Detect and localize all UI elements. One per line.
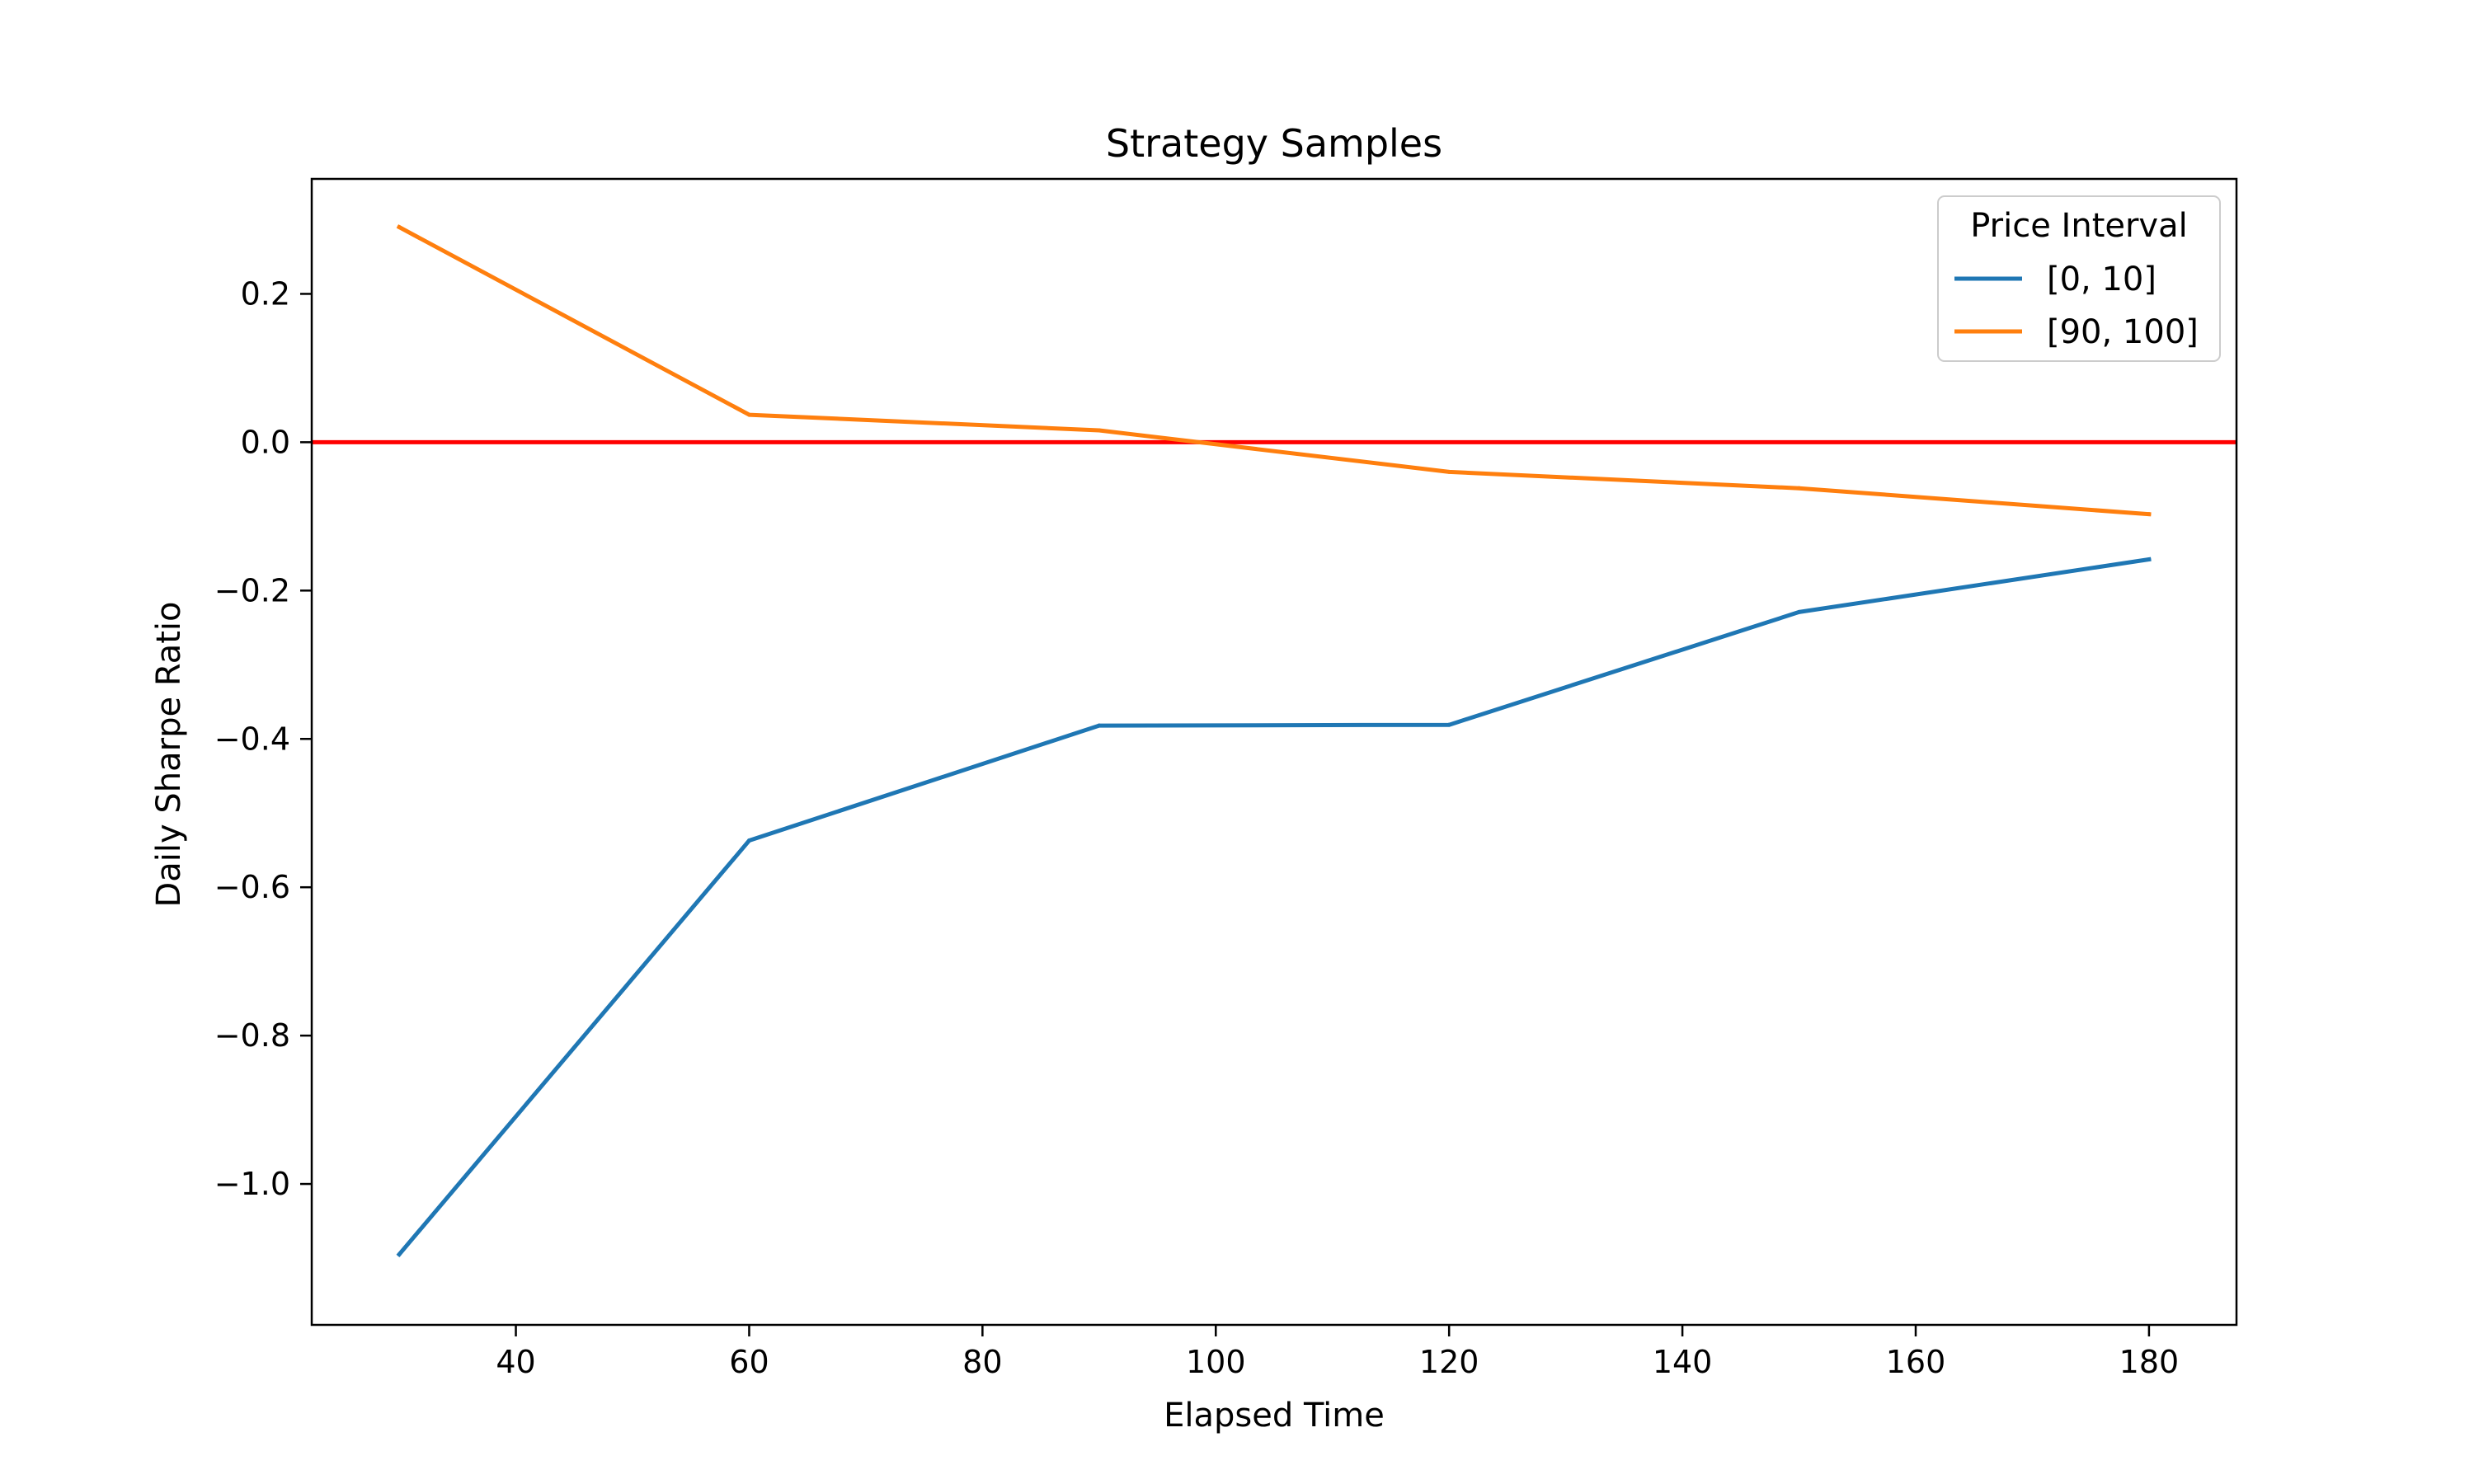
y-tick-label: 0.0 — [241, 424, 290, 460]
legend-label-2: [90, 100] — [2047, 313, 2199, 351]
series-line-2 — [396, 224, 2152, 517]
series-1-point-4 — [1446, 722, 1451, 727]
x-axis-label: Elapsed Time — [1164, 1397, 1385, 1435]
series-2-point-2 — [746, 412, 751, 417]
x-tick-label: 80 — [962, 1344, 1002, 1380]
y-tick-label: 0.2 — [241, 275, 290, 312]
x-tick-label: 120 — [1419, 1344, 1479, 1380]
series-1-point-1 — [397, 1252, 402, 1257]
plot-frame — [310, 177, 2238, 1327]
y-axis: 0.2 0.0 −0.2 −0.4 −0.6 −0.8 −1.0 — [214, 275, 312, 1202]
plot-area — [312, 224, 2236, 1258]
series-line-1 — [396, 556, 2152, 1258]
y-tick-label: −0.6 — [214, 869, 290, 905]
legend-title: Price Interval — [1970, 207, 2187, 245]
x-tick-label: 180 — [2119, 1344, 2180, 1380]
y-tick-label: −0.2 — [214, 572, 290, 608]
legend: Price Interval [0, 10] [90, 100] — [1937, 195, 2221, 362]
legend-box — [1937, 195, 2221, 362]
chart-title: Strategy Samples — [1106, 121, 1442, 166]
series-1-point-6 — [2147, 557, 2152, 562]
y-tick-label: −1.0 — [214, 1166, 290, 1202]
x-tick-label: 60 — [729, 1344, 769, 1380]
y-tick-label: −0.4 — [214, 721, 290, 757]
legend-label-1: [0, 10] — [2047, 261, 2157, 298]
series-2-point-4 — [1446, 469, 1451, 474]
y-tick-label: −0.8 — [214, 1017, 290, 1054]
x-tick-label: 40 — [496, 1344, 535, 1380]
y-axis-label: Daily Sharpe Ratio — [150, 601, 188, 907]
x-tick-label: 100 — [1186, 1344, 1246, 1380]
series-1-point-5 — [1797, 609, 1802, 614]
series-2-point-1 — [397, 224, 402, 229]
series-1-point-3 — [1097, 723, 1102, 728]
x-tick-label: 140 — [1653, 1344, 1713, 1380]
series-2-point-3 — [1097, 428, 1102, 433]
series-1-point-2 — [746, 838, 751, 843]
series-2-point-5 — [1797, 486, 1802, 491]
x-axis: 40 60 80 100 120 140 160 180 — [496, 1325, 2179, 1380]
x-tick-label: 160 — [1886, 1344, 1946, 1380]
series-2-point-6 — [2147, 512, 2152, 517]
